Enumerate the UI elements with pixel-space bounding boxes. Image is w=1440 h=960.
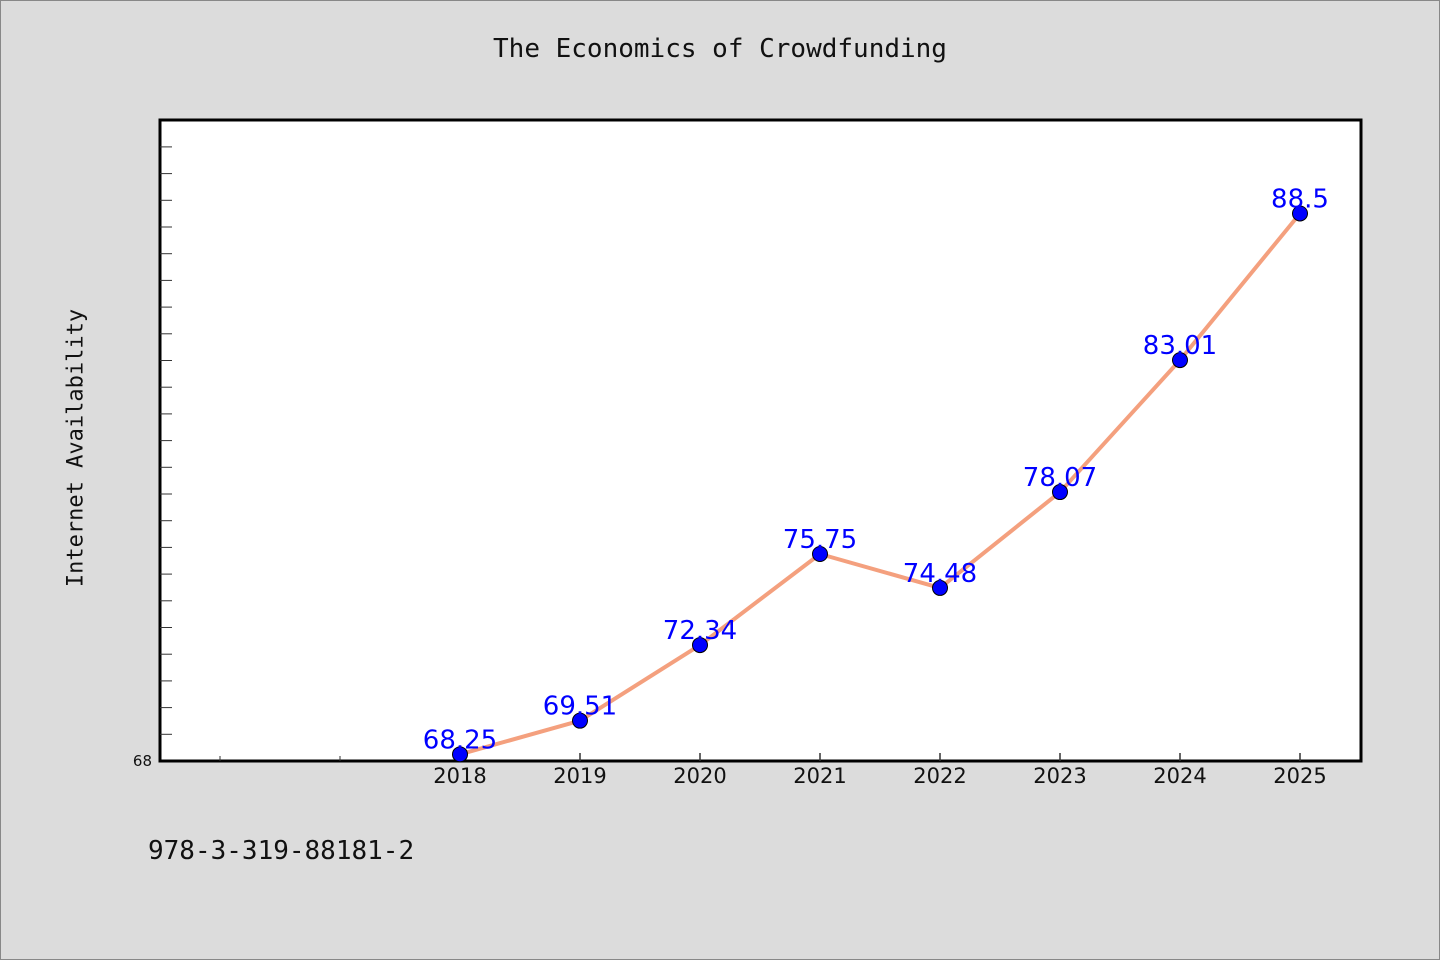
data-labels: 68.25 69.51 72.34 75.75 74.48 78.07 83.01 88.5 (423, 184, 1329, 755)
data-point (812, 546, 828, 563)
isbn-footer: 978-3-319-88181-2 (148, 836, 415, 866)
data-label: 72.34 (663, 616, 737, 646)
x-axis-ticks: 2018 2019 2020 2021 2022 2023 2024 2025 (433, 753, 1327, 788)
y-tick-label: 68 (133, 752, 152, 770)
series-line (459, 212, 1302, 757)
x-tick-label: 2018 (433, 764, 486, 788)
x-tick-label: 2023 (1033, 764, 1086, 788)
data-point (1292, 205, 1308, 222)
data-label: 75.75 (783, 525, 857, 555)
y-minor-ticks (160, 146, 172, 735)
data-point (932, 579, 948, 596)
x-tick-label: 2022 (913, 764, 966, 788)
x-tick-label: 2019 (553, 764, 606, 788)
data-point (572, 712, 588, 729)
data-label: 83.01 (1143, 331, 1217, 361)
data-label: 68.25 (423, 725, 497, 755)
data-markers (452, 205, 1308, 763)
plot-area (158, 118, 1363, 763)
data-label: 78.07 (1023, 463, 1097, 493)
x-minor-ticks (219, 756, 341, 761)
data-label: 74.48 (903, 559, 977, 589)
data-point (452, 746, 468, 763)
x-tick-label: 2025 (1273, 764, 1326, 788)
x-tick-label: 2020 (673, 764, 726, 788)
chart-title: The Economics of Crowdfunding (493, 34, 947, 64)
x-tick-label: 2024 (1153, 764, 1206, 788)
data-label: 69.51 (543, 692, 617, 722)
data-label: 88.5 (1271, 184, 1329, 214)
x-tick-label: 2021 (793, 764, 846, 788)
data-point (692, 637, 708, 654)
data-point (1172, 352, 1188, 369)
data-point (1052, 484, 1068, 501)
